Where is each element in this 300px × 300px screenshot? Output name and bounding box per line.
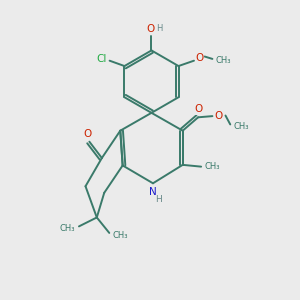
Text: O: O bbox=[147, 24, 155, 34]
Text: CH₃: CH₃ bbox=[60, 224, 75, 233]
Text: O: O bbox=[195, 104, 203, 114]
Text: N: N bbox=[149, 187, 157, 197]
Text: CH₃: CH₃ bbox=[233, 122, 249, 131]
Text: H: H bbox=[155, 195, 162, 204]
Text: CH₃: CH₃ bbox=[112, 231, 128, 240]
Text: CH₃: CH₃ bbox=[205, 162, 220, 171]
Text: CH₃: CH₃ bbox=[215, 56, 231, 64]
Text: O: O bbox=[83, 129, 92, 139]
Text: O: O bbox=[195, 53, 203, 63]
Text: O: O bbox=[215, 110, 223, 121]
Text: H: H bbox=[156, 24, 162, 33]
Text: Cl: Cl bbox=[96, 54, 106, 64]
